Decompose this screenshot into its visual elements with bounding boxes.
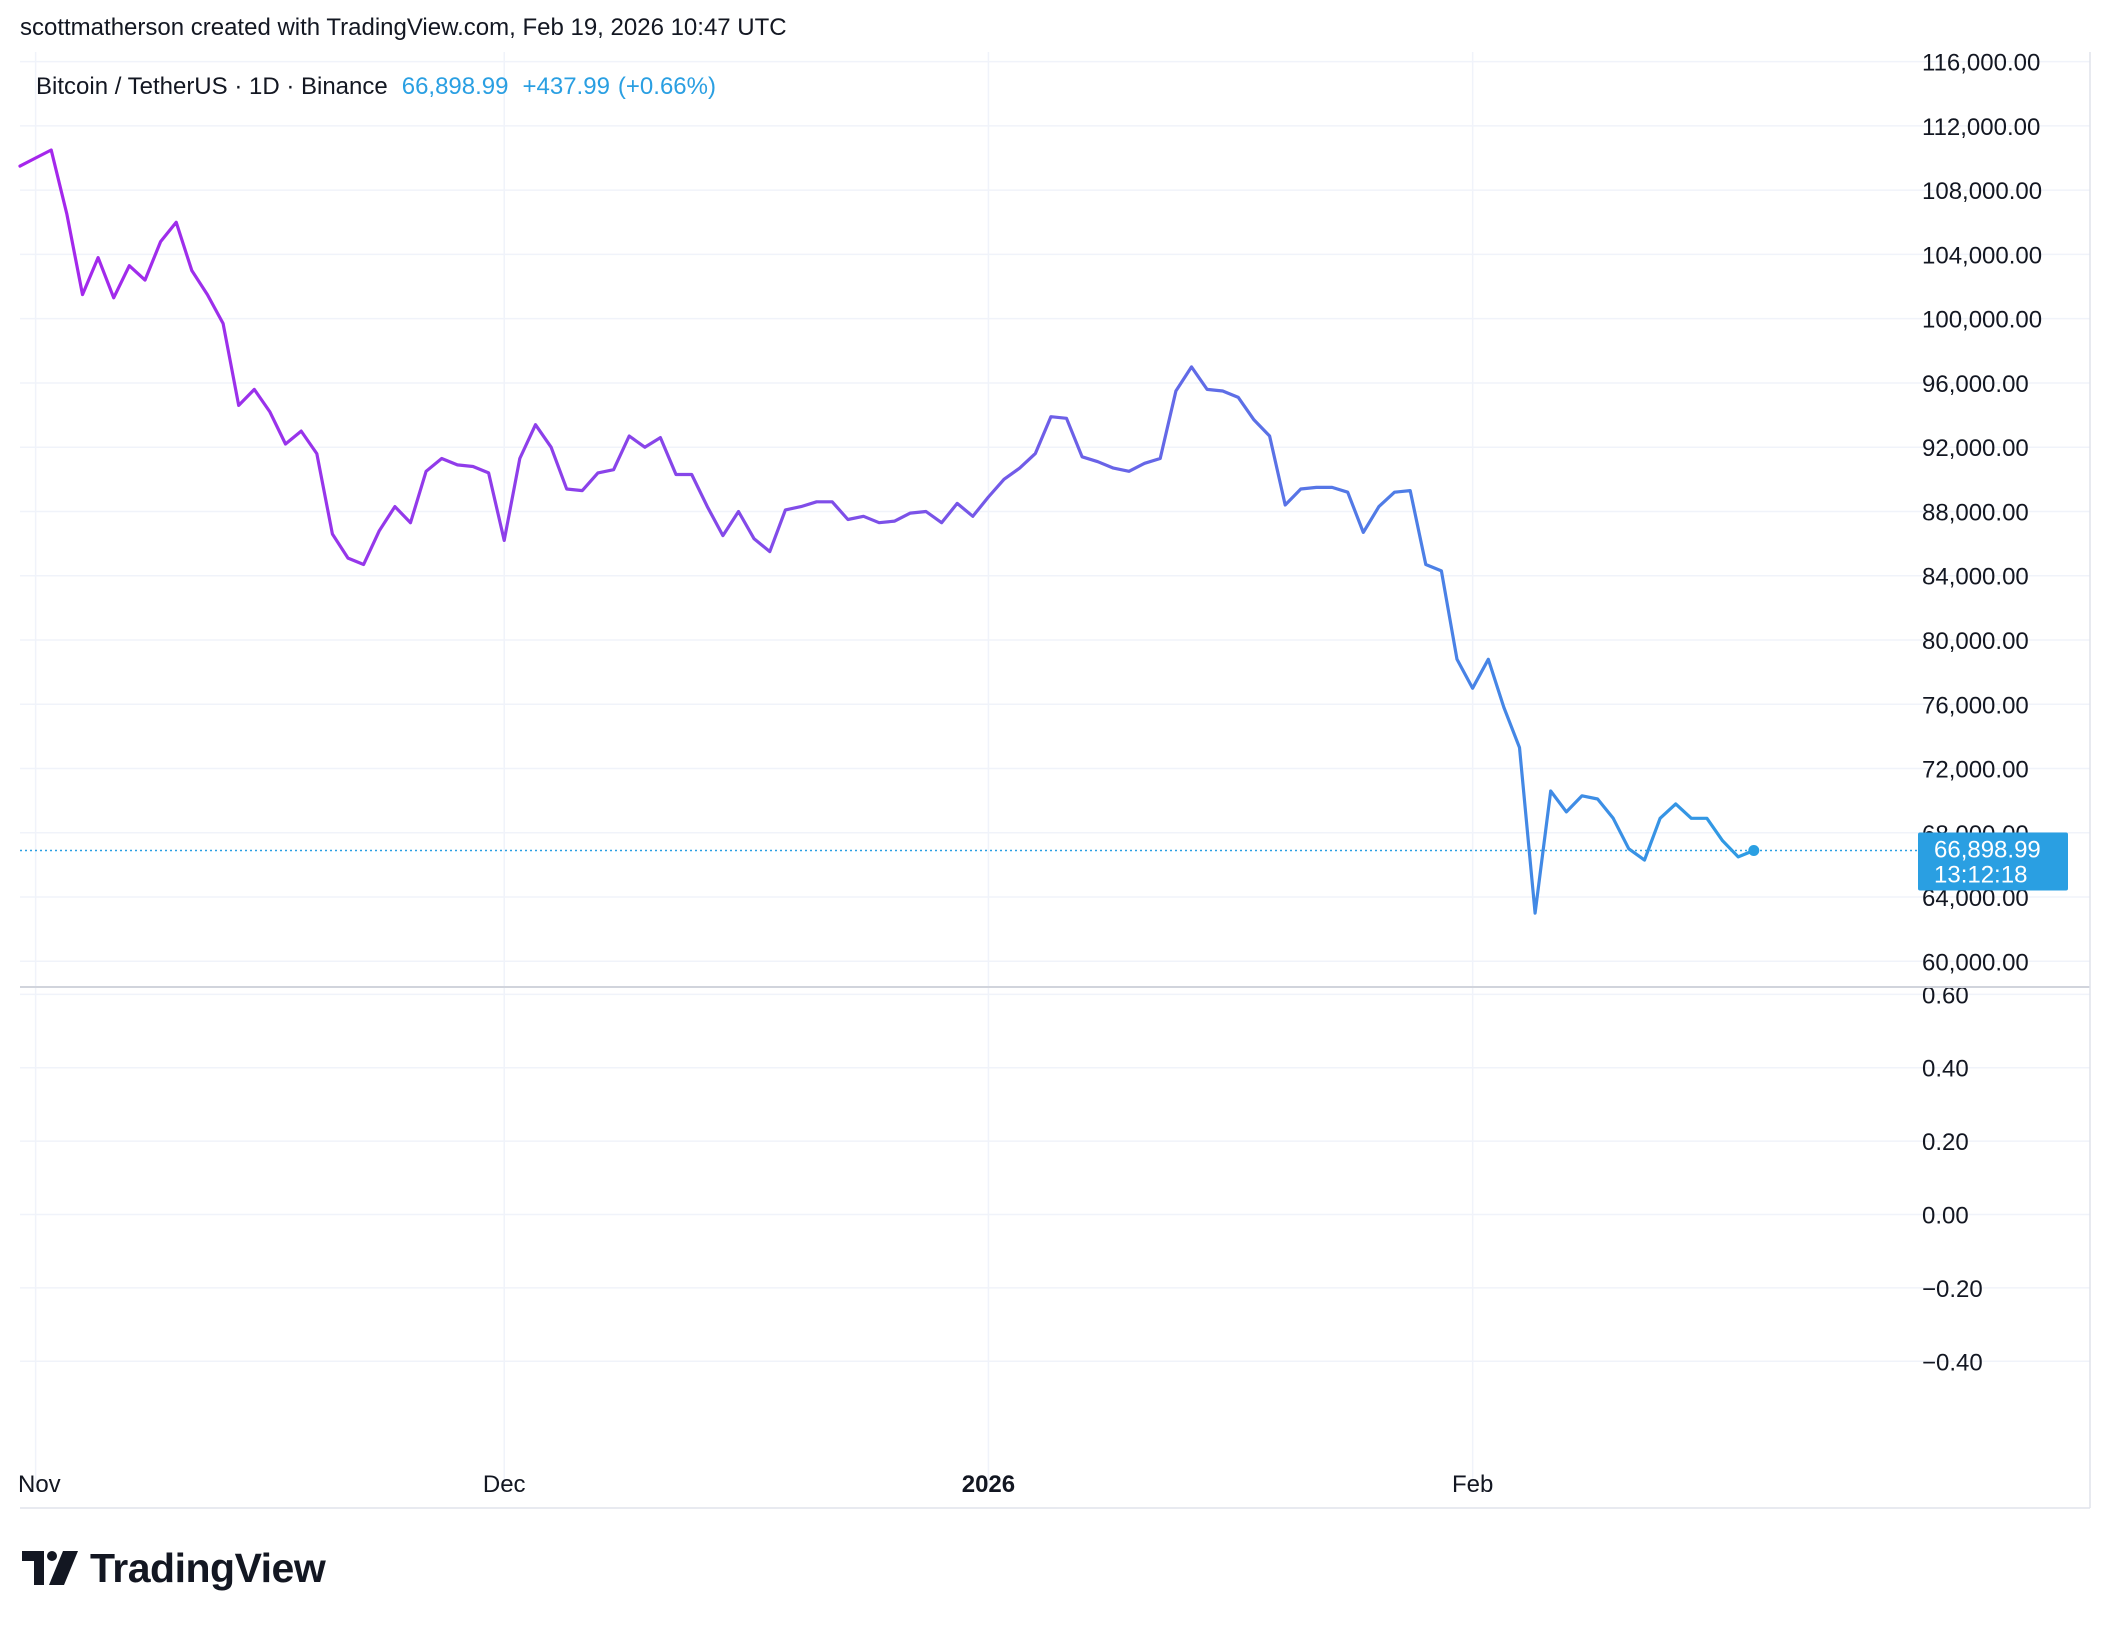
y-tick-label: 108,000.00 — [1922, 178, 2042, 205]
y-tick-label: 72,000.00 — [1922, 757, 2029, 784]
y-tick-label: 92,000.00 — [1922, 435, 2029, 462]
symbol-name[interactable]: Bitcoin / TetherUS · 1D · Binance — [36, 73, 388, 100]
y-tick-label: 88,000.00 — [1922, 499, 2029, 526]
y-tick-label: 60,000.00 — [1922, 949, 2029, 976]
axes: 60,000.0064,000.0068,000.0072,000.0076,0… — [18, 50, 2091, 1509]
lower-y-tick-label: −0.20 — [1922, 1276, 1983, 1303]
tradingview-logo-text: TradingView — [90, 1544, 326, 1591]
y-tick-label: 80,000.00 — [1922, 628, 2029, 655]
y-tick-label: 104,000.00 — [1922, 242, 2042, 269]
lower-y-tick-label: −0.40 — [1922, 1349, 1983, 1376]
grid — [20, 52, 2090, 1488]
tradingview-logo-icon — [22, 1551, 78, 1585]
last-price-dot — [1748, 844, 1760, 856]
x-tick-label: 2026 — [962, 1471, 1015, 1498]
last-price-value: 66,898.99 — [1934, 836, 2041, 863]
y-tick-label: 84,000.00 — [1922, 564, 2029, 591]
y-tick-label: 76,000.00 — [1922, 692, 2029, 719]
y-tick-label: 100,000.00 — [1922, 307, 2042, 334]
x-tick-label: Dec — [483, 1471, 526, 1498]
lower-y-tick-label: 0.20 — [1922, 1129, 1969, 1156]
last-price-label: 66,898.99 13:12:18 — [1918, 832, 2068, 891]
x-tick-label: Nov — [18, 1471, 61, 1498]
y-tick-label: 112,000.00 — [1922, 114, 2040, 141]
symbol-change-percent: (+0.66%) — [618, 73, 716, 100]
bar-countdown: 13:12:18 — [1934, 861, 2027, 888]
price-series — [18, 148, 1920, 915]
x-tick-label: Feb — [1452, 1471, 1493, 1498]
attribution-text: scottmatherson created with TradingView.… — [20, 14, 787, 41]
price-line — [18, 148, 1756, 915]
symbol-change: +437.99 — [523, 73, 610, 100]
lower-y-tick-label: 0.00 — [1922, 1203, 1969, 1230]
y-tick-label: 96,000.00 — [1922, 371, 2029, 398]
tradingview-logo[interactable]: TradingView — [22, 1540, 326, 1596]
y-tick-label: 116,000.00 — [1922, 50, 2040, 77]
lower-y-tick-label: 0.40 — [1922, 1056, 1969, 1083]
symbol-price: 66,898.99 — [402, 73, 509, 100]
last-price-badge — [1918, 832, 2068, 891]
symbol-legend[interactable]: Bitcoin / TetherUS · 1D · Binance 66,898… — [36, 73, 716, 100]
